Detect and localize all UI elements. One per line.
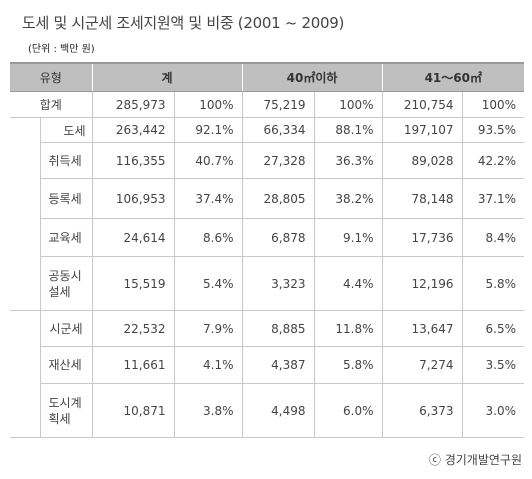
table-row: 취득세 116,355 40.7% 27,328 36.3% 89,028 42… bbox=[10, 142, 525, 179]
cell-small-amount: 66,334 bbox=[241, 117, 315, 143]
header-mid: 41～60㎡ bbox=[381, 62, 525, 92]
row-label: 합계 bbox=[10, 91, 92, 118]
cell-total-percent: 3.8% bbox=[173, 383, 243, 438]
cell-total-amount: 106,953 bbox=[91, 178, 174, 219]
cell-total-amount: 10,871 bbox=[91, 383, 174, 438]
cell-mid-percent: 42.2% bbox=[461, 142, 525, 179]
cell-total-percent: 8.6% bbox=[173, 218, 243, 257]
row-label: 도세 bbox=[39, 117, 92, 143]
cell-small-amount: 28,805 bbox=[241, 178, 315, 219]
cell-small-amount: 3,323 bbox=[241, 256, 315, 311]
table-row: 도세 263,442 92.1% 66,334 88.1% 197,107 93… bbox=[10, 117, 525, 143]
cell-small-percent: 36.3% bbox=[313, 142, 383, 179]
table-row: 도시계획세 10,871 3.8% 4,498 6.0% 6,373 3.0% bbox=[10, 383, 525, 438]
cell-total-amount: 263,442 bbox=[91, 117, 174, 143]
cell-total-percent: 7.9% bbox=[173, 310, 243, 347]
cell-small-percent: 4.4% bbox=[313, 256, 383, 311]
table-row: 교육세 24,614 8.6% 6,878 9.1% 17,736 8.4% bbox=[10, 218, 525, 257]
row-label: 공동시설세 bbox=[39, 256, 92, 311]
tax-support-table: 유형 계 40㎡이하 41～60㎡ 합계 285,973 100% 75,219… bbox=[10, 62, 525, 438]
cell-small-amount: 4,498 bbox=[241, 383, 315, 438]
cell-mid-amount: 210,754 bbox=[381, 91, 463, 118]
cell-small-percent: 9.1% bbox=[313, 218, 383, 257]
cell-mid-amount: 6,373 bbox=[381, 383, 463, 438]
row-label: 재산세 bbox=[39, 346, 92, 384]
cell-total-percent: 92.1% bbox=[173, 117, 243, 143]
header-row: 유형 계 40㎡이하 41～60㎡ bbox=[10, 62, 525, 92]
row-label: 교육세 bbox=[39, 218, 92, 257]
cell-total-amount: 116,355 bbox=[91, 142, 174, 179]
cell-total-percent: 5.4% bbox=[173, 256, 243, 311]
row-label: 도시계획세 bbox=[39, 383, 92, 438]
cell-small-percent: 38.2% bbox=[313, 178, 383, 219]
table-row: 재산세 11,661 4.1% 4,387 5.8% 7,274 3.5% bbox=[10, 346, 525, 384]
header-small: 40㎡이하 bbox=[241, 62, 383, 92]
cell-mid-amount: 197,107 bbox=[381, 117, 463, 143]
cell-mid-percent: 100% bbox=[461, 91, 525, 118]
cell-mid-percent: 3.5% bbox=[461, 346, 525, 384]
cell-mid-percent: 6.5% bbox=[461, 310, 525, 347]
cell-mid-percent: 3.0% bbox=[461, 383, 525, 438]
header-type: 유형 bbox=[10, 62, 92, 92]
cell-small-amount: 75,219 bbox=[241, 91, 315, 118]
cell-mid-amount: 7,274 bbox=[381, 346, 463, 384]
cell-total-percent: 37.4% bbox=[173, 178, 243, 219]
cell-total-amount: 22,532 bbox=[91, 310, 174, 347]
table-row: 공동시설세 15,519 5.4% 3,323 4.4% 12,196 5.8% bbox=[10, 256, 525, 311]
source-credit: ⓒ 경기개발연구원 bbox=[428, 453, 522, 467]
cell-total-amount: 24,614 bbox=[91, 218, 174, 257]
table-row: 시군세 22,532 7.9% 8,885 11.8% 13,647 6.5% bbox=[10, 310, 525, 347]
row-label: 시군세 bbox=[39, 310, 92, 347]
cell-small-percent: 88.1% bbox=[313, 117, 383, 143]
cell-total-percent: 4.1% bbox=[173, 346, 243, 384]
cell-mid-percent: 8.4% bbox=[461, 218, 525, 257]
cell-mid-amount: 78,148 bbox=[381, 178, 463, 219]
cell-mid-amount: 13,647 bbox=[381, 310, 463, 347]
cell-mid-percent: 5.8% bbox=[461, 256, 525, 311]
cell-small-percent: 100% bbox=[313, 91, 383, 118]
table-row: 합계 285,973 100% 75,219 100% 210,754 100% bbox=[10, 91, 525, 118]
cell-small-amount: 6,878 bbox=[241, 218, 315, 257]
table-row: 등록세 106,953 37.4% 28,805 38.2% 78,148 37… bbox=[10, 178, 525, 219]
cell-small-percent: 11.8% bbox=[313, 310, 383, 347]
cell-mid-percent: 37.1% bbox=[461, 178, 525, 219]
cell-small-amount: 4,387 bbox=[241, 346, 315, 384]
cell-total-amount: 285,973 bbox=[91, 91, 174, 118]
cell-total-percent: 100% bbox=[173, 91, 243, 118]
cell-small-percent: 5.8% bbox=[313, 346, 383, 384]
cell-small-amount: 8,885 bbox=[241, 310, 315, 347]
cell-small-amount: 27,328 bbox=[241, 142, 315, 179]
unit-label: (단위 : 백만 원) bbox=[28, 44, 95, 55]
header-total: 계 bbox=[91, 62, 243, 92]
cell-small-percent: 6.0% bbox=[313, 383, 383, 438]
cell-mid-amount: 12,196 bbox=[381, 256, 463, 311]
cell-mid-percent: 93.5% bbox=[461, 117, 525, 143]
cell-total-percent: 40.7% bbox=[173, 142, 243, 179]
cell-total-amount: 15,519 bbox=[91, 256, 174, 311]
cell-mid-amount: 17,736 bbox=[381, 218, 463, 257]
row-label: 등록세 bbox=[39, 178, 92, 219]
cell-mid-amount: 89,028 bbox=[381, 142, 463, 179]
row-label: 취득세 bbox=[39, 142, 92, 179]
cell-total-amount: 11,661 bbox=[91, 346, 174, 384]
page-title: 도세 및 시군세 조세지원액 및 비중 (2001 ~ 2009) bbox=[22, 14, 345, 32]
